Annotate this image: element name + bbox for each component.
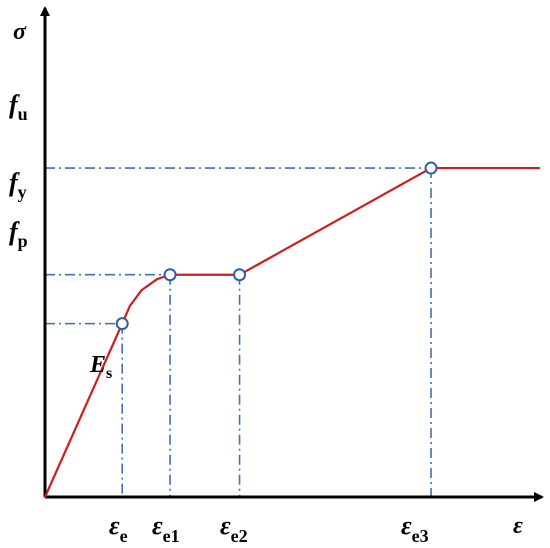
y-tick-subscript-fp: p — [18, 231, 28, 251]
y-tick-subscript-fu: u — [18, 104, 28, 124]
y-tick-symbol-fp: f — [9, 217, 20, 246]
y-tick-symbol-fy: f — [9, 168, 20, 197]
x-tick-subscript-e: e — [120, 526, 128, 546]
x-axis-label: ε — [513, 513, 523, 539]
key-point-marker-3 — [424, 161, 438, 175]
key-point-marker-1 — [163, 268, 177, 282]
x-tick-subscript-e2: e2 — [231, 526, 248, 546]
x-tick-label-e3: εe3 — [401, 511, 429, 546]
x-tick-label-e: εe — [109, 511, 128, 546]
x-tick-symbol-e1: ε — [152, 511, 163, 540]
x-tick-label-e2: εe2 — [220, 511, 248, 546]
annotation-es: Es — [89, 352, 112, 382]
y-tick-label-fp: fp — [9, 217, 28, 251]
y-tick-subscript-fy: y — [18, 182, 27, 202]
x-tick-subscript-e1: e1 — [163, 526, 180, 546]
y-tick-labels-group: fu fy fp — [9, 90, 28, 251]
y-tick-label-fu: fu — [9, 90, 28, 124]
stress-strain-curve-0 — [43, 166, 541, 499]
y-axis-label: σ — [13, 19, 27, 45]
markers-group — [115, 161, 438, 331]
x-tick-subscript-e3: e3 — [412, 526, 429, 546]
curve-group — [43, 166, 541, 499]
x-tick-symbol-e3: ε — [401, 511, 412, 540]
x-tick-symbol-e2: ε — [220, 511, 231, 540]
y-tick-symbol-fu: f — [9, 90, 20, 119]
key-point-marker-2 — [233, 268, 247, 282]
x-tick-labels-group: εe εe1 εe2 εe3 — [109, 511, 429, 546]
y-tick-label-fy: fy — [9, 168, 27, 202]
key-point-marker-0 — [115, 317, 129, 331]
annotation-es-subscript: s — [106, 365, 112, 382]
annotation-es-symbol: E — [89, 352, 106, 378]
guide-lines-group — [45, 167, 432, 497]
x-tick-label-e1: εe1 — [152, 511, 180, 546]
axes-group — [40, 6, 544, 502]
x-tick-symbol-e: ε — [109, 511, 120, 540]
